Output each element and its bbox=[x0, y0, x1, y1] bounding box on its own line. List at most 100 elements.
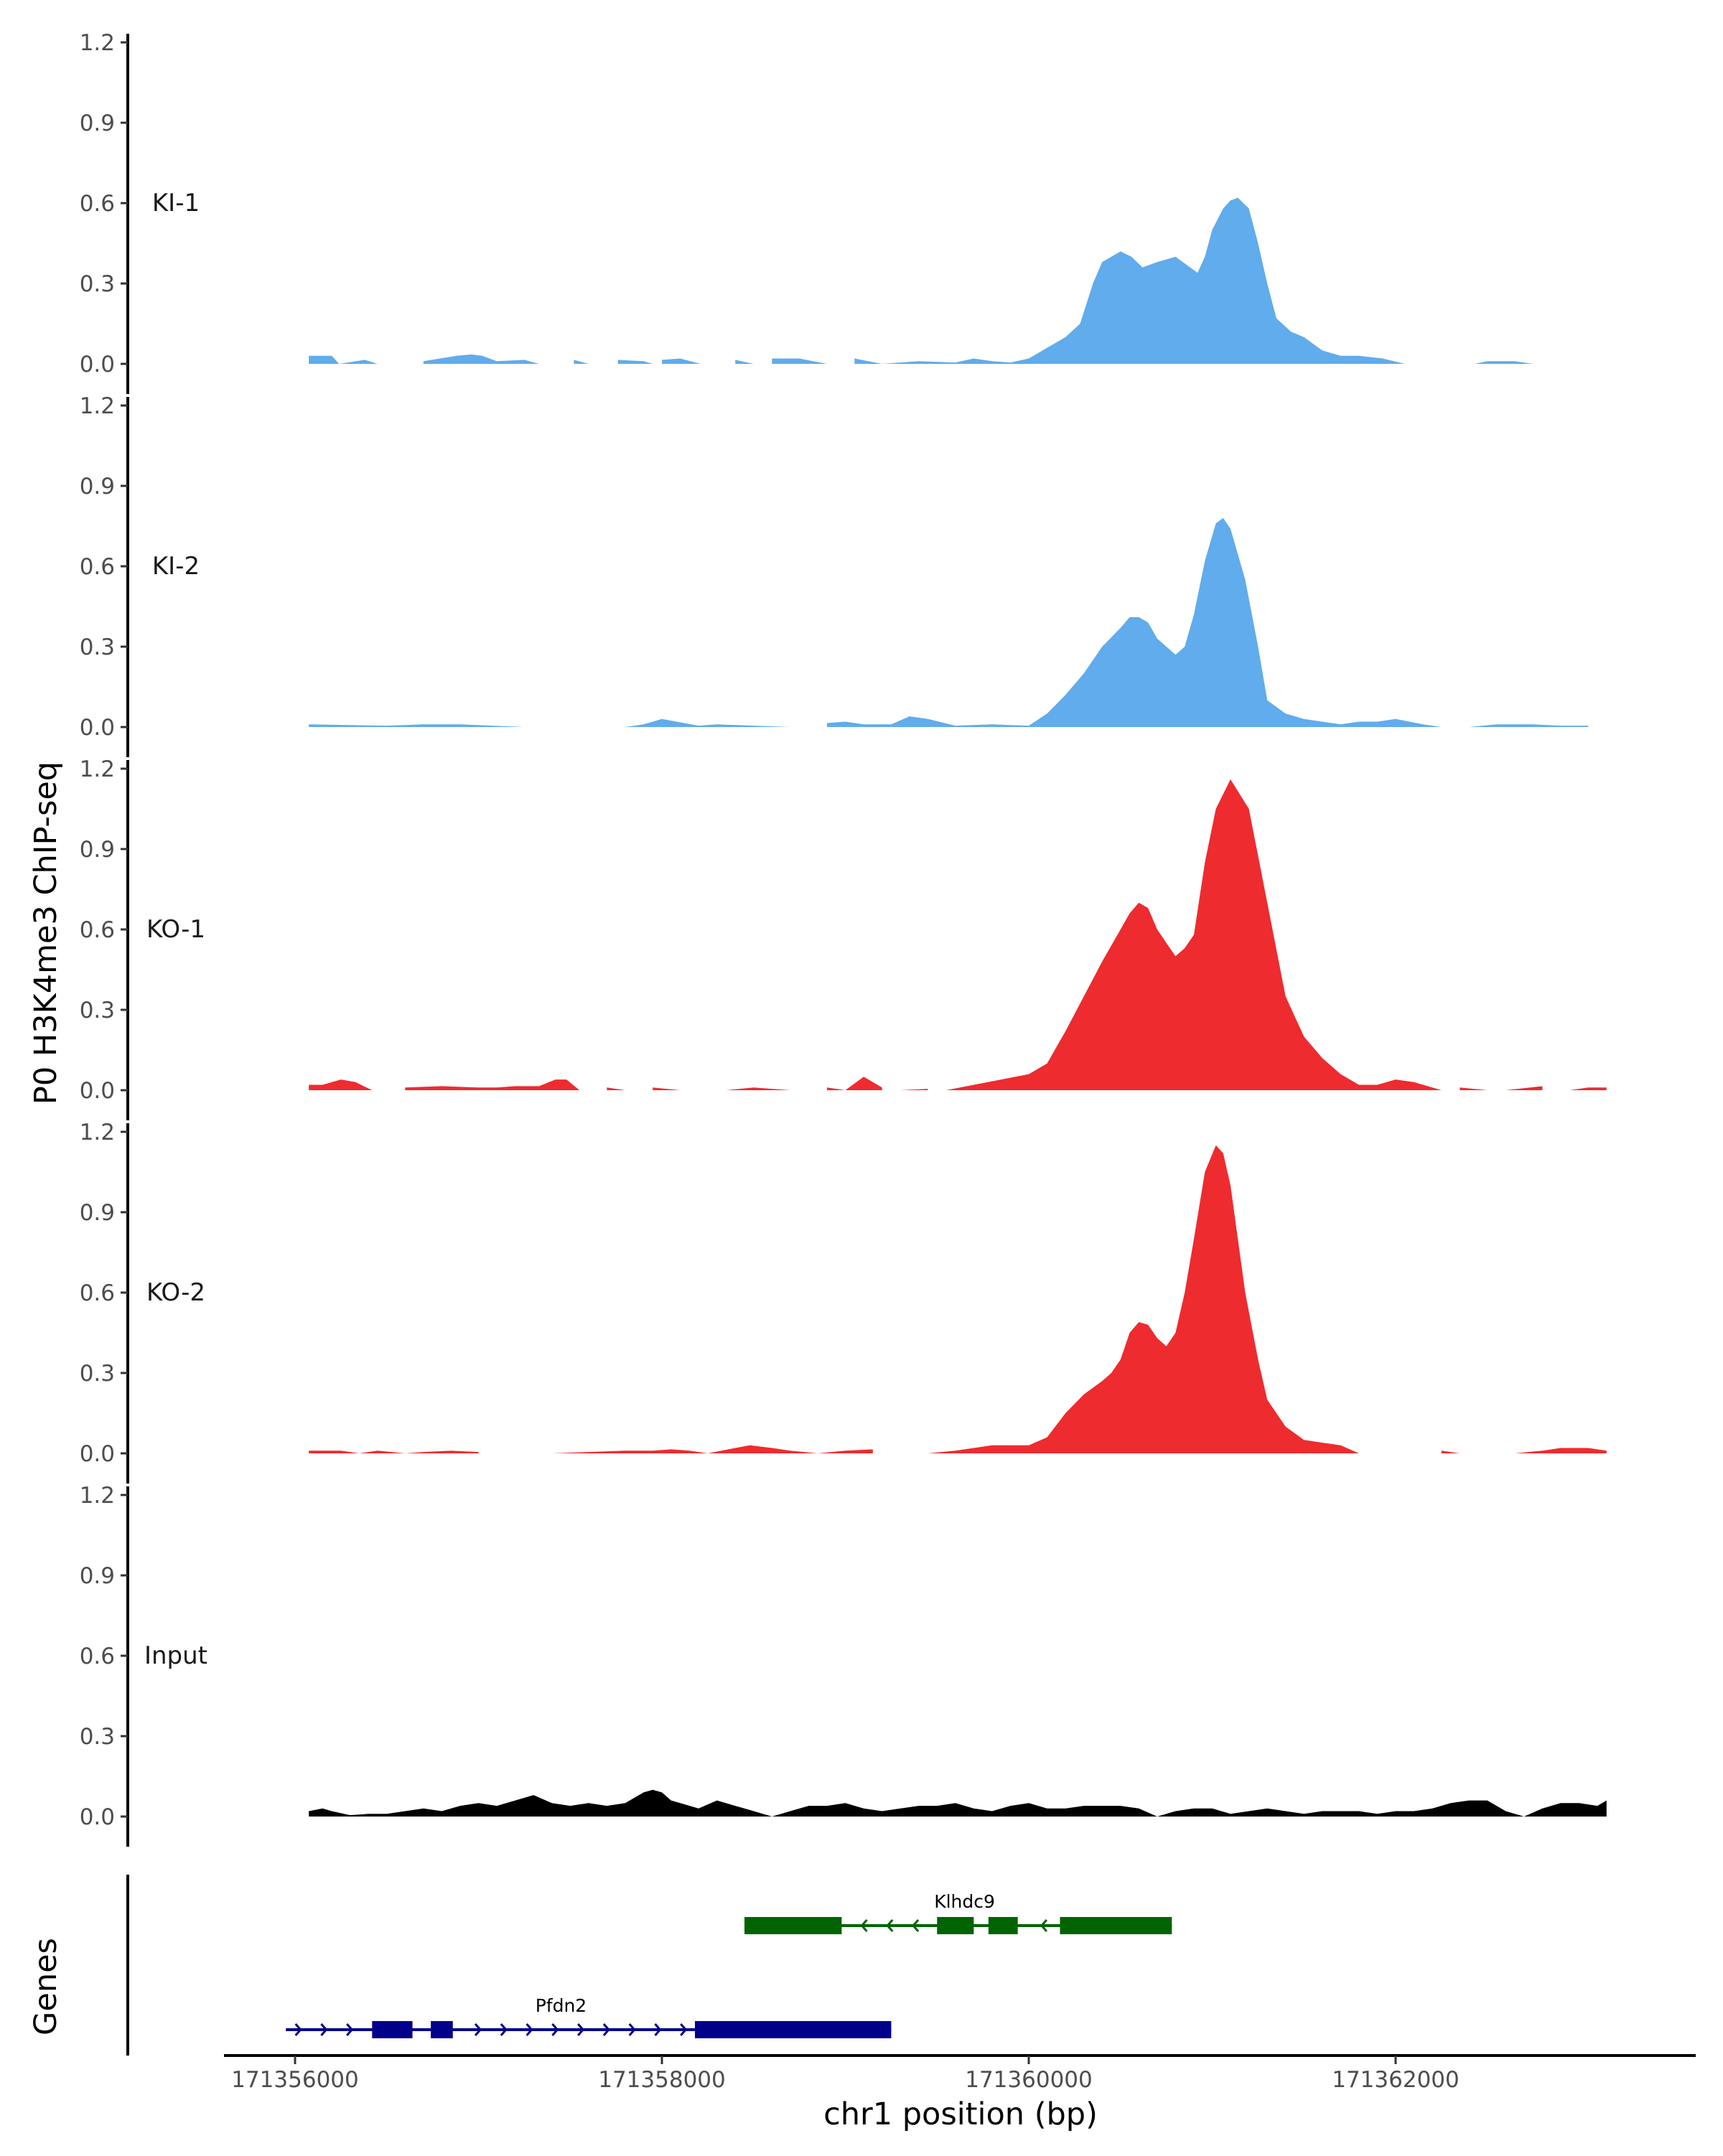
x-tick-label: 171360000 bbox=[965, 2067, 1093, 2093]
coverage-gap bbox=[1487, 1080, 1506, 1092]
y-tick-label: 0.6 bbox=[80, 1644, 115, 1669]
coverage-gap bbox=[928, 1080, 947, 1092]
strand-arrow bbox=[577, 2023, 585, 2036]
y-tick-label: 0.9 bbox=[80, 1200, 115, 1226]
strand-arrow bbox=[602, 2023, 610, 2036]
coverage-gap bbox=[790, 1080, 827, 1092]
x-tick-label: 171358000 bbox=[598, 2067, 726, 2093]
x-tick-label: 171362000 bbox=[1332, 2067, 1460, 2093]
y-tick-label: 1.2 bbox=[80, 756, 115, 782]
coverage-gap bbox=[1441, 1080, 1460, 1092]
y-tick-label: 0.3 bbox=[80, 1724, 115, 1750]
track-label: KI-1 bbox=[152, 189, 200, 217]
track-label: Input bbox=[144, 1641, 207, 1670]
coverage-area bbox=[309, 197, 1533, 364]
track-label: KO-2 bbox=[146, 1278, 205, 1307]
y-tick-label: 0.3 bbox=[80, 1361, 115, 1387]
gene-exon bbox=[431, 2021, 453, 2038]
coverage-area bbox=[309, 517, 1589, 727]
y-tick-label: 1.2 bbox=[80, 393, 115, 419]
x-axis: 171356000 171358000 171360000 171362000 bbox=[224, 2054, 1696, 2093]
gene-label: Klhdc9 bbox=[934, 1891, 995, 1912]
coverage-gap bbox=[826, 354, 855, 365]
strand-arrow bbox=[1040, 1919, 1048, 1932]
coverage-gap bbox=[515, 1443, 552, 1455]
y-tick-label: 1.2 bbox=[80, 1120, 115, 1145]
coverage-gap bbox=[1386, 1443, 1442, 1455]
track-label: KO-1 bbox=[146, 915, 205, 944]
gene-pfdn2: Pfdn2 bbox=[286, 1995, 892, 2038]
coverage-gap bbox=[1542, 1080, 1570, 1092]
coverage-gap bbox=[700, 354, 736, 365]
strand-arrow bbox=[294, 2023, 302, 2036]
strand-arrow bbox=[320, 2023, 328, 2036]
y-axis-title: P0 H3K4me3 ChIP-seq bbox=[28, 761, 64, 1105]
coverage-gap bbox=[377, 354, 424, 365]
y-tick-label: 0.0 bbox=[80, 352, 115, 378]
y-tick-label: 0.0 bbox=[80, 1078, 115, 1104]
coverage-gap bbox=[625, 1080, 653, 1092]
y-tick-label: 0.6 bbox=[80, 554, 115, 580]
y-tick-label: 0.0 bbox=[80, 715, 115, 741]
strand-arrow bbox=[500, 2023, 508, 2036]
y-tick-label: 0.9 bbox=[80, 837, 115, 863]
y-tick-label: 0.0 bbox=[80, 1804, 115, 1830]
coverage-gap bbox=[1487, 1443, 1516, 1455]
strand-arrow bbox=[860, 1919, 868, 1932]
gene-exon bbox=[744, 1917, 842, 1934]
coverage-gap bbox=[753, 354, 772, 365]
strand-arrow bbox=[551, 2023, 559, 2036]
coverage-gap bbox=[588, 354, 618, 365]
coverage-gap bbox=[653, 354, 662, 365]
track-input: 0.0 0.3 0.6 0.9 1.2 Input bbox=[80, 1483, 1607, 1847]
strand-arrow bbox=[654, 2023, 662, 2036]
gene-exon bbox=[988, 1917, 1018, 1934]
gene-exon bbox=[372, 2021, 413, 2038]
coverage-gap bbox=[372, 1080, 406, 1092]
y-tick-label: 0.3 bbox=[80, 634, 115, 660]
y-tick-label: 1.2 bbox=[80, 30, 115, 56]
gene-track-title: Genes bbox=[28, 1938, 64, 2035]
coverage-area bbox=[309, 779, 1607, 1090]
gene-track: Klhdc9 Pfdn2 bbox=[126, 1875, 1172, 2056]
gene-exon bbox=[694, 2021, 892, 2038]
track-ki-1: 0.0 0.3 0.6 0.9 1.2 KI-1 bbox=[80, 30, 1533, 394]
coverage-gap bbox=[478, 1443, 515, 1455]
strand-arrow bbox=[628, 2023, 636, 2036]
y-tick-label: 0.3 bbox=[80, 271, 115, 297]
strand-arrow bbox=[912, 1919, 920, 1932]
coverage-gap bbox=[790, 717, 827, 728]
y-tick-label: 0.0 bbox=[80, 1441, 115, 1467]
y-tick-label: 0.9 bbox=[80, 111, 115, 136]
coverage-gap bbox=[538, 354, 574, 365]
coverage-tracks: 0.00.30.60.91.2KI-10.00.30.60.91.2KI-20.… bbox=[80, 30, 1607, 1847]
strand-arrow bbox=[346, 2023, 354, 2036]
x-axis-title: chr1 position (bp) bbox=[823, 2096, 1098, 2132]
gene-klhdc9: Klhdc9 bbox=[744, 1891, 1172, 1934]
coverage-area bbox=[309, 1789, 1607, 1817]
track-ko-1: 0.0 0.3 0.6 0.9 1.2 KO-1 bbox=[80, 756, 1607, 1120]
y-tick-label: 0.9 bbox=[80, 1563, 115, 1589]
x-tick-label: 171356000 bbox=[231, 2067, 359, 2093]
strand-arrow bbox=[526, 2023, 533, 2036]
track-label: KI-2 bbox=[152, 552, 200, 581]
y-tick-label: 1.2 bbox=[80, 1483, 115, 1509]
y-tick-label: 0.9 bbox=[80, 474, 115, 500]
y-tick-label: 0.6 bbox=[80, 191, 115, 217]
y-tick-label: 0.6 bbox=[80, 1280, 115, 1306]
coverage-gap bbox=[1460, 1443, 1488, 1455]
coverage-gap bbox=[891, 1443, 928, 1455]
coverage-gap bbox=[1404, 354, 1475, 365]
track-ko-2: 0.0 0.3 0.6 0.9 1.2 KO-2 bbox=[80, 1120, 1607, 1484]
coverage-gap bbox=[872, 1443, 892, 1455]
gene-exon bbox=[937, 1917, 974, 1934]
gene-label: Pfdn2 bbox=[536, 1995, 587, 2016]
y-tick-label: 0.3 bbox=[80, 998, 115, 1023]
track-ki-2: 0.0 0.3 0.6 0.9 1.2 KI-2 bbox=[80, 393, 1589, 757]
coverage-gap bbox=[524, 717, 625, 728]
coverage-gap bbox=[579, 1080, 607, 1092]
coverage-gap bbox=[680, 1080, 727, 1092]
strand-arrow bbox=[680, 2023, 688, 2036]
